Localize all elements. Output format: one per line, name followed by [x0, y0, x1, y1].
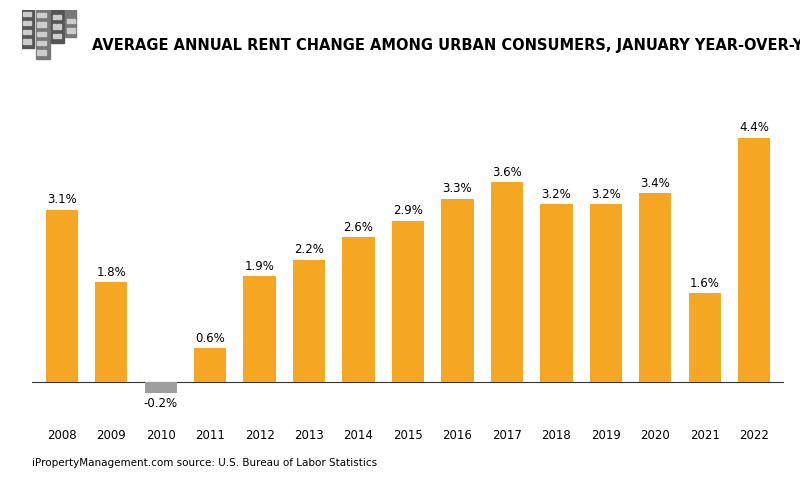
Text: 2.6%: 2.6% — [343, 221, 374, 234]
Bar — [23, 12, 26, 16]
Bar — [28, 21, 31, 25]
Text: -0.2%: -0.2% — [143, 397, 178, 410]
Text: 3.2%: 3.2% — [542, 188, 571, 201]
Bar — [491, 182, 523, 382]
Bar — [28, 30, 31, 34]
Bar — [58, 15, 61, 20]
Bar — [28, 12, 31, 16]
Bar — [38, 50, 41, 54]
Bar — [42, 13, 46, 17]
Bar — [293, 260, 325, 382]
Bar — [194, 348, 226, 382]
Bar — [53, 34, 56, 38]
Bar — [38, 22, 41, 27]
Text: 2.9%: 2.9% — [393, 205, 423, 217]
Bar — [243, 276, 276, 382]
Bar — [23, 30, 26, 34]
Bar — [38, 41, 41, 45]
Bar — [53, 15, 56, 20]
Bar — [71, 19, 74, 23]
Text: 1.9%: 1.9% — [245, 260, 274, 273]
Text: 3.2%: 3.2% — [591, 188, 621, 201]
Text: 1.8%: 1.8% — [96, 266, 126, 279]
Bar — [738, 138, 770, 382]
Bar — [23, 21, 26, 25]
Bar — [46, 210, 78, 382]
Text: 3.1%: 3.1% — [47, 194, 77, 206]
Text: 3.6%: 3.6% — [492, 165, 522, 179]
Text: AVERAGE ANNUAL RENT CHANGE AMONG URBAN CONSUMERS, JANUARY YEAR-OVER-YEAR: AVERAGE ANNUAL RENT CHANGE AMONG URBAN C… — [92, 38, 800, 53]
Bar — [392, 221, 424, 382]
Bar — [67, 19, 70, 23]
Text: 1.6%: 1.6% — [690, 277, 720, 290]
Bar — [71, 28, 74, 33]
Bar — [66, 10, 77, 37]
Bar — [67, 28, 70, 33]
Bar — [689, 293, 721, 382]
Bar — [590, 204, 622, 382]
Text: 3.4%: 3.4% — [641, 177, 670, 190]
Bar — [38, 13, 41, 17]
Bar — [38, 32, 41, 36]
Bar — [51, 10, 64, 43]
Text: iPropertyManagement.com source: U.S. Bureau of Labor Statistics: iPropertyManagement.com source: U.S. Bur… — [32, 458, 377, 468]
Bar — [639, 193, 671, 382]
Text: 3.3%: 3.3% — [442, 182, 472, 196]
Bar — [58, 34, 61, 38]
Bar — [42, 22, 46, 27]
Bar — [42, 32, 46, 36]
Bar — [53, 24, 56, 29]
Bar — [58, 24, 61, 29]
Bar — [342, 238, 374, 382]
Bar — [23, 39, 26, 43]
Text: 4.4%: 4.4% — [739, 121, 770, 134]
Text: 2.2%: 2.2% — [294, 243, 324, 256]
Bar — [22, 10, 34, 48]
Bar — [442, 198, 474, 382]
Bar — [95, 282, 127, 382]
Bar — [540, 204, 573, 382]
Bar — [28, 39, 31, 43]
Bar — [42, 41, 46, 45]
Bar — [36, 10, 50, 59]
Bar — [42, 50, 46, 54]
Text: 0.6%: 0.6% — [195, 332, 225, 345]
Bar — [145, 382, 177, 393]
